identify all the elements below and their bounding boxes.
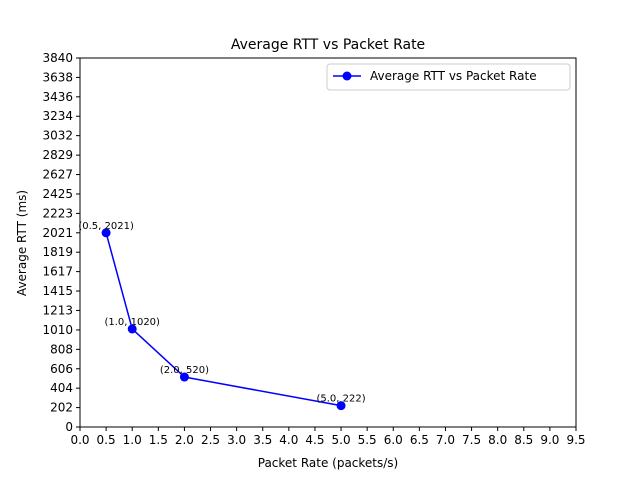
y-tick-label: 202 — [50, 401, 73, 415]
y-tick-label: 808 — [50, 342, 73, 356]
x-tick-label: 3.5 — [253, 433, 272, 447]
series-layer — [101, 228, 346, 411]
x-tick-label: 7.5 — [462, 433, 481, 447]
y-tick-label: 3032 — [42, 129, 73, 143]
y-tick-label: 2223 — [42, 206, 73, 220]
x-tick-label: 1.0 — [123, 433, 142, 447]
y-tick-label: 1213 — [42, 303, 73, 317]
y-tick-label: 3840 — [42, 51, 73, 65]
y-axis-label: Average RTT (ms) — [15, 190, 29, 296]
series-line — [105, 232, 342, 407]
x-tick-label: 3.0 — [227, 433, 246, 447]
data-label: (5.0, 222) — [316, 394, 365, 405]
x-tick-label: 7.0 — [436, 433, 455, 447]
x-tick-label: 5.0 — [332, 433, 351, 447]
x-tick-label: 1.5 — [149, 433, 168, 447]
x-tick-label: 9.0 — [540, 433, 559, 447]
y-tick-label: 1010 — [42, 323, 73, 337]
data-label: (2.0, 520) — [160, 365, 209, 376]
y-tick-label: 2829 — [42, 148, 73, 162]
x-tick-label: 8.0 — [488, 433, 507, 447]
x-tick-label: 8.5 — [514, 433, 533, 447]
y-tick-label: 1415 — [42, 284, 73, 298]
x-tick-label: 2.0 — [175, 433, 194, 447]
x-tick-label: 0.5 — [97, 433, 116, 447]
data-point — [101, 228, 111, 238]
y-tick-label: 3436 — [42, 90, 73, 104]
y-tick-label: 606 — [50, 362, 73, 376]
x-tick-label: 4.5 — [305, 433, 324, 447]
x-tick-label: 0.0 — [70, 433, 89, 447]
y-tick-label: 0 — [65, 420, 73, 434]
x-axis-label: Packet Rate (packets/s) — [258, 456, 399, 470]
x-tick-label: 6.5 — [410, 433, 429, 447]
data-point — [179, 372, 189, 382]
legend-box — [326, 63, 571, 91]
x-tick-label: 6.0 — [384, 433, 403, 447]
axis-ticks: 0.0 0.5 1.0 1.5 2.0 2.5 3.0 3.5 4.0 4.5 5.0 5.5 6.0 6… — [42, 51, 585, 447]
y-tick-label: 1617 — [42, 265, 73, 279]
legend: Average RTT vs Packet Rate — [326, 63, 571, 91]
chart-title: Average RTT vs Packet Rate — [231, 37, 425, 53]
x-tick-label: 2.5 — [201, 433, 220, 447]
y-tick-label: 2425 — [42, 187, 73, 201]
legend-label: Average RTT vs Packet Rate — [370, 69, 537, 83]
y-tick-label: 404 — [50, 381, 73, 395]
data-label: (0.5, 2021) — [78, 221, 134, 232]
y-tick-label: 1819 — [42, 245, 73, 259]
y-tick-label: 3234 — [42, 109, 73, 123]
annotation-layer: (0.5, 2021) (1.0, 1020) (2.0, 520) (5.0, 22… — [78, 221, 365, 405]
y-tick-label: 3638 — [42, 70, 73, 84]
data-point — [127, 324, 137, 334]
legend-marker — [342, 71, 352, 81]
x-tick-label: 4.0 — [279, 433, 298, 447]
x-tick-label: 9.5 — [566, 433, 585, 447]
y-tick-label: 2021 — [42, 226, 73, 240]
x-tick-label: 5.5 — [358, 433, 377, 447]
y-tick-label: 2627 — [42, 168, 73, 182]
plot-frame — [79, 57, 577, 428]
data-point — [336, 401, 346, 411]
data-label: (1.0, 1020) — [104, 317, 160, 328]
